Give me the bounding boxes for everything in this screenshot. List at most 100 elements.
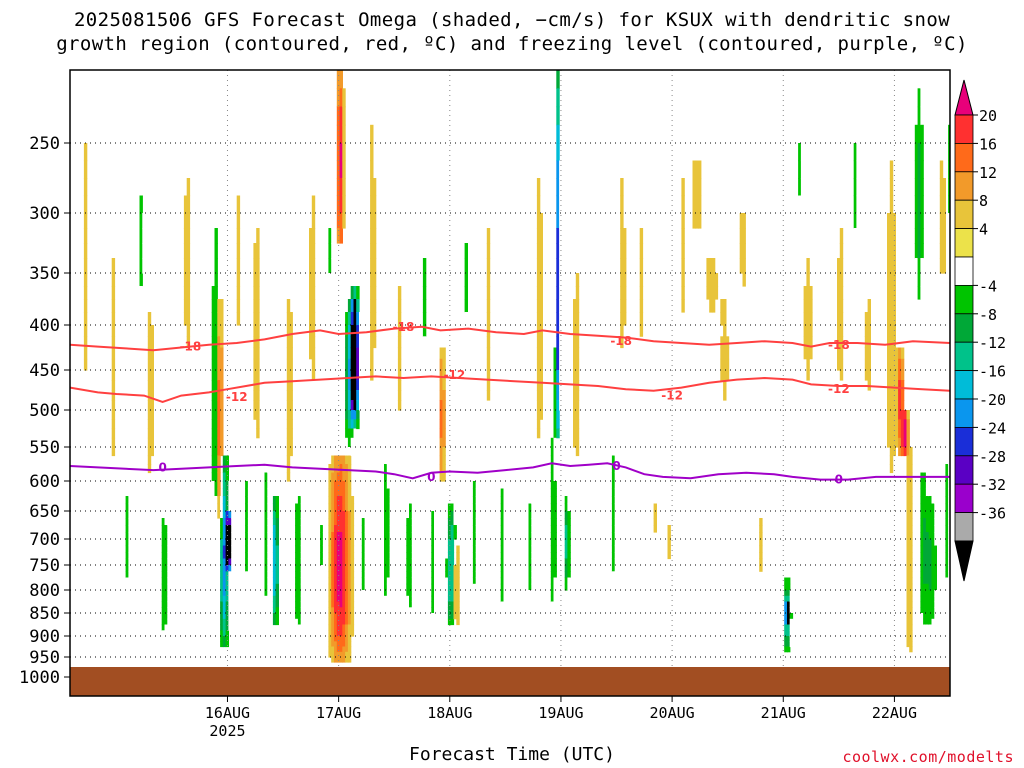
omega-cell — [611, 472, 616, 482]
omega-cell — [548, 590, 552, 597]
omega-cell — [948, 532, 950, 540]
omega-cell — [350, 419, 355, 430]
omega-cell — [550, 358, 555, 371]
omega-cell — [214, 325, 218, 337]
omega-cell — [220, 437, 224, 448]
omega-cell — [339, 565, 343, 572]
omega-cell — [923, 455, 927, 465]
omega-cell — [347, 532, 352, 540]
omega-cell — [906, 545, 910, 553]
omega-cell — [548, 447, 552, 457]
omega-cell — [453, 571, 457, 579]
omega-cell — [445, 583, 449, 591]
omega-cell — [350, 525, 355, 533]
omega-cell — [272, 601, 277, 608]
omega-cell — [225, 571, 229, 579]
omega-cell — [328, 195, 332, 214]
omega-cell — [470, 428, 474, 439]
omega-cell — [97, 243, 102, 259]
colorbar-label: 8 — [979, 192, 988, 210]
omega-cell — [470, 464, 474, 474]
omega-cell — [898, 380, 902, 391]
omega-cell — [220, 503, 224, 512]
omega-cell — [500, 630, 505, 637]
omega-cell — [937, 565, 941, 572]
omega-cell — [500, 518, 505, 526]
omega-cell — [381, 558, 385, 566]
omega-cell — [275, 577, 279, 585]
omega-cell — [225, 583, 229, 591]
omega-cell — [784, 577, 788, 585]
omega-cell — [220, 630, 224, 637]
omega-cell — [878, 243, 883, 259]
omega-cell — [787, 624, 791, 631]
omega-cell — [347, 447, 352, 457]
omega-cell — [937, 577, 941, 585]
colorbar-swatch — [954, 398, 974, 428]
omega-cell — [422, 228, 427, 244]
omega-cell — [939, 518, 944, 526]
omega-cell — [384, 558, 388, 566]
omega-cell — [286, 299, 291, 313]
omega-cell — [789, 613, 794, 620]
omega-cell — [122, 511, 127, 519]
omega-cell — [317, 601, 321, 608]
omega-cell — [567, 532, 571, 540]
omega-cell — [475, 488, 480, 497]
omega-cell — [453, 613, 457, 620]
omega-cell — [920, 511, 924, 519]
omega-cell — [220, 390, 224, 401]
omega-cell — [914, 70, 919, 89]
omega-cell — [122, 525, 127, 533]
omega-cell — [83, 286, 88, 300]
omega-cell — [498, 518, 502, 526]
omega-cell — [917, 545, 921, 553]
omega-cell — [317, 558, 321, 566]
omega-cell — [320, 488, 324, 497]
omega-cell — [336, 613, 341, 620]
omega-cell — [595, 532, 599, 540]
omega-cell — [742, 228, 746, 244]
omega-cell — [475, 558, 480, 566]
omega-cell — [464, 370, 468, 381]
omega-cell — [948, 106, 950, 126]
omega-cell — [139, 273, 143, 287]
omega-cell — [272, 545, 277, 553]
omega-cell — [222, 525, 227, 533]
omega-cell — [431, 630, 435, 637]
omega-cell — [409, 607, 413, 614]
omega-cell — [217, 410, 221, 420]
omega-cell — [486, 347, 491, 360]
omega-cell — [823, 243, 827, 259]
omega-cell — [359, 558, 363, 566]
omega-cell — [450, 590, 455, 597]
omega-cell — [917, 511, 921, 519]
omega-cell — [472, 539, 477, 547]
omega-cell — [361, 607, 366, 614]
omega-cell — [906, 552, 910, 560]
omega-cell — [692, 195, 696, 214]
y-tick-label: 250 — [29, 134, 60, 154]
omega-cell — [942, 428, 946, 439]
omega-cell — [228, 565, 232, 572]
omega-cell — [434, 545, 438, 553]
omega-cell — [475, 496, 480, 505]
omega-cell — [503, 532, 507, 540]
omega-cell — [295, 590, 299, 597]
omega-cell — [320, 472, 324, 482]
omega-cell — [328, 646, 332, 653]
omega-cell — [434, 601, 438, 608]
omega-cell — [923, 571, 927, 579]
omega-cell — [347, 370, 352, 381]
omega-cell — [122, 503, 127, 512]
omega-cell — [164, 618, 168, 626]
omega-cell — [567, 525, 571, 533]
omega-cell — [420, 228, 424, 244]
omega-cell — [850, 258, 855, 274]
omega-cell — [447, 583, 452, 591]
omega-cell — [942, 590, 946, 597]
omega-cell — [917, 525, 921, 533]
omega-cell — [158, 630, 163, 637]
omega-cell — [245, 419, 249, 430]
omega-cell — [122, 583, 127, 591]
